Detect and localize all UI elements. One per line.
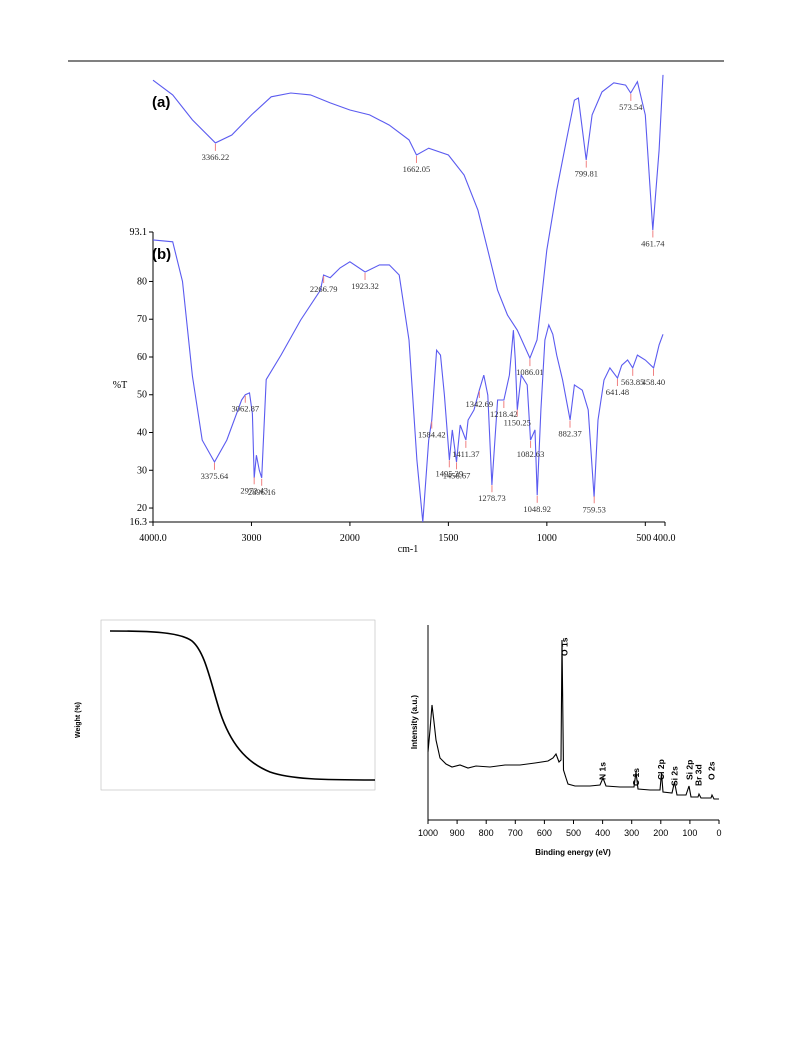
x-tick-label: 100 xyxy=(682,828,697,838)
y-tick-label: 20 xyxy=(137,503,147,514)
peak-label: 461.74 xyxy=(641,238,665,248)
peak-label: O 1s xyxy=(559,637,569,656)
series-label: (a) xyxy=(152,94,170,111)
peak-label: 3062.87 xyxy=(231,404,259,414)
xps-curve xyxy=(427,639,719,800)
x-tick-label: 200 xyxy=(653,828,668,838)
peak-label: 1458.67 xyxy=(443,470,471,480)
x-tick-label: 800 xyxy=(479,828,494,838)
peak-label: 573.54 xyxy=(619,102,643,112)
peak-label: 799.81 xyxy=(575,169,598,179)
x-tick-label: 900 xyxy=(450,828,465,838)
peak-label: 3366.22 xyxy=(202,152,230,162)
x-tick-label: 3000 xyxy=(241,533,261,544)
tga-curve xyxy=(109,630,376,781)
peak-label: 759.53 xyxy=(583,504,606,514)
peak-label: 3375.64 xyxy=(201,471,229,481)
x-tick-label: 1000 xyxy=(537,533,557,544)
peak-label: 1495.29 xyxy=(435,468,463,478)
peak-label: N 1s xyxy=(598,762,608,780)
y-axis-label: %T xyxy=(113,380,127,391)
peak-label: C 1s xyxy=(631,768,641,786)
tga-frame xyxy=(100,619,376,791)
x-axis-label: Binding energy (eV) xyxy=(535,848,611,857)
peak-label: 1411.37 xyxy=(452,449,479,459)
y-axis-label: Intensity (a.u.) xyxy=(410,695,419,750)
peak-label: Br 3d xyxy=(694,764,704,786)
peak-label: 1048.92 xyxy=(523,504,551,514)
spectrum-line xyxy=(152,74,664,360)
spectrum-line xyxy=(152,239,664,523)
peak-label: Cl 2p xyxy=(656,759,666,780)
peak-label: 882.37 xyxy=(558,429,581,439)
x-axis-label: cm-1 xyxy=(398,544,419,555)
x-tick-label: 600 xyxy=(537,828,552,838)
peak-label: Si 2p xyxy=(684,760,694,780)
peak-label: 1584.42 xyxy=(418,430,446,440)
peak-label: 2896.16 xyxy=(248,487,276,497)
peak-label: 2972.43 xyxy=(240,485,268,495)
x-tick-label: 1500 xyxy=(438,533,458,544)
peak-label: 1150.25 xyxy=(504,418,531,428)
series-label: (b) xyxy=(152,246,171,263)
x-tick-label: 400.0 xyxy=(653,533,676,544)
y-tick-label: 93.1 xyxy=(130,227,148,238)
peak-label: 1082.63 xyxy=(517,449,545,459)
peak-label: 1342.69 xyxy=(466,399,494,409)
peak-label: 1218.42 xyxy=(490,409,518,419)
ftir-figure: 93.1 80 70 60 50 40 30 20 16.3 4000.0 3000 2000 1500… xyxy=(113,74,676,555)
y-tick-label: 16.3 xyxy=(130,517,148,528)
peak-label: 1662.05 xyxy=(403,164,431,174)
peak-label: 563.85 xyxy=(621,377,644,387)
peak-label: 1923.32 xyxy=(351,281,379,291)
peak-label: 1278.73 xyxy=(478,493,506,503)
x-tick-label: 300 xyxy=(624,828,639,838)
x-tick-label: 2000 xyxy=(340,533,360,544)
y-tick-label: 60 xyxy=(137,352,147,363)
peak-label: O 2s xyxy=(707,761,717,780)
y-tick-label: 50 xyxy=(137,390,147,401)
peak-label: 458.40 xyxy=(642,377,665,387)
x-tick-label: 700 xyxy=(508,828,523,838)
y-tick-label: 40 xyxy=(137,428,147,439)
tga-figure: Weight (%) xyxy=(75,619,376,791)
x-tick-label: 1000 xyxy=(418,828,438,838)
y-tick-label: 80 xyxy=(137,276,147,287)
x-tick-label: 500 xyxy=(566,828,581,838)
peak-label: 641.48 xyxy=(606,387,629,397)
xps-figure: 1000 900 800 700 600 500 400 300 200 100 0Binding … xyxy=(410,625,722,857)
x-tick-label: 500 xyxy=(636,533,651,544)
x-tick-label: 400 xyxy=(595,828,610,838)
y-axis-label: Weight (%) xyxy=(75,702,82,738)
y-tick-label: 70 xyxy=(137,314,147,325)
y-tick-label: 30 xyxy=(137,465,147,476)
peak-label: 1086.01 xyxy=(516,367,544,377)
peak-label: 2266.79 xyxy=(310,284,338,294)
peak-label: Si 2s xyxy=(669,766,679,786)
x-tick-label: 4000.0 xyxy=(139,533,167,544)
x-tick-label: 0 xyxy=(716,828,721,838)
